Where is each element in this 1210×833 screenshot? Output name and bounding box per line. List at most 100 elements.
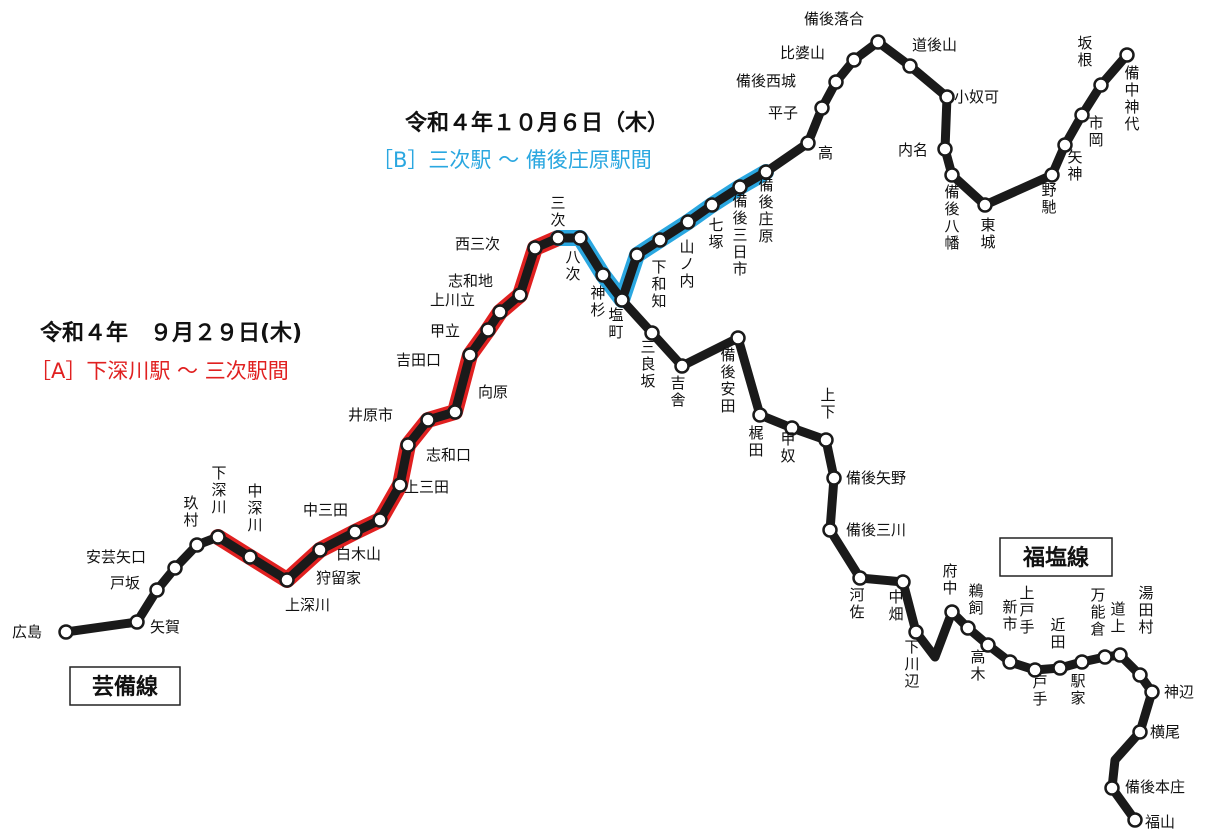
station-marker [937,141,953,157]
station-marker [980,637,996,653]
station-marker [908,624,924,640]
station-ichioka: 市岡 [1088,114,1103,149]
station-marker [189,537,205,553]
station-nakamita: 中三田 [303,501,348,519]
station-mukaihara: 向原 [478,383,508,401]
station-ekiya: 駅家 [1070,672,1085,707]
section-b-label: ［B］三次駅 ～ 備後庄原駅間 [372,148,652,172]
station-joge: 上下 [820,386,835,421]
station-marker [977,197,993,213]
station-marker [828,74,844,90]
station-marker [752,407,768,423]
station-marker [1002,654,1018,670]
geibi-line-name: 芸備線 [92,674,158,700]
station-marker [242,549,258,565]
station-kajita: 梶田 [748,424,763,459]
station-marker [822,522,838,538]
station-kamifukawa: 上深川 [285,596,330,614]
station-marker [447,404,463,420]
station-marker [595,267,611,283]
station-marker [1074,107,1090,123]
station-kannabe: 神辺 [1164,683,1194,701]
station-marker [895,574,911,590]
station-marker [550,230,566,246]
station-shimofukawa: 下深川 [211,464,226,516]
station-marker [852,570,868,586]
station-marker [512,287,528,303]
station-marker [1074,654,1090,670]
station-marker [846,52,862,68]
station-marker [870,34,886,50]
station-karuga: 狩留家 [316,569,361,587]
station-marker [674,358,690,374]
station-bingo-mikkaichi: 備後三日市 [732,192,747,278]
station-marker [644,325,660,341]
station-marker [680,214,696,230]
station-michinoue: 道上 [1110,600,1125,635]
station-marker [902,58,918,74]
station-nakafukawa: 中深川 [247,482,262,534]
station-marker [1104,780,1120,796]
station-kounu: 甲奴 [780,430,795,465]
station-marker [1127,812,1143,828]
station-marker [732,179,748,195]
station-marker [400,437,416,453]
section-b-date: 令和４年１０月６日（木） [405,110,669,136]
station-marker [939,89,955,105]
station-marker [800,135,816,151]
station-marker [462,347,478,363]
station-yudamura: 湯田村 [1138,584,1153,636]
section-a-date: 令和４年 ９月２９日(木) [40,320,302,346]
station-shiwaji: 志和地 [448,272,493,290]
station-kamitode: 上戸手 [1019,584,1034,636]
station-marker [480,322,496,338]
station-marker [129,614,145,630]
station-bicchu-kojiro: 備中神代 [1124,64,1139,133]
station-shiomachi: 塩町 [608,306,623,341]
station-fukuyama: 福山 [1145,813,1175,831]
station-nochi: 野馳 [1041,181,1056,216]
station-dogoyama: 道後山 [912,36,957,54]
station-bingo-yawata: 備後八幡 [944,183,959,252]
station-bingo-honjo: 備後本庄 [1125,778,1185,796]
station-marker [1119,47,1135,63]
station-marker [1093,77,1109,93]
station-marker [372,512,388,528]
station-koudachi: 甲立 [430,322,460,340]
station-marker [312,542,328,558]
geibi-line-east [617,37,1132,305]
station-uchina: 内名 [898,141,928,159]
station-marker [1112,647,1128,663]
station-nakabatake: 中畑 [888,588,903,623]
station-marker [1052,660,1068,676]
station-shinichi: 新市 [1002,598,1017,633]
station-marker [730,330,746,346]
geibi-line-box [69,666,181,706]
station-shimowachi: 下和知 [651,258,666,310]
station-shiwaguchi: 志和口 [426,446,471,464]
station-kamikawadachi: 上川立 [430,291,475,309]
station-marker [944,167,960,183]
station-marker [1044,167,1060,183]
station-oyoka: 小奴可 [954,88,999,106]
station-tojo: 東城 [980,216,995,251]
station-hirako: 平子 [768,104,798,122]
fukuen-line-box [999,537,1113,577]
station-nishimiyoshi: 西三次 [455,235,500,253]
station-marker [614,292,630,308]
station-marker [58,624,74,640]
station-yaga: 矢賀 [150,618,180,636]
station-kamimita: 上三田 [404,478,449,496]
station-iharaichi: 井原市 [348,406,393,424]
station-marker [784,420,800,436]
station-aki-yaguchi: 安芸矢口 [86,548,146,566]
station-hiroshima: 広島 [12,623,42,641]
station-shimokawabe: 下川辺 [904,638,919,690]
station-marker [420,412,436,428]
station-yoshidaguchi: 吉田口 [396,351,441,369]
station-taka: 高 [818,144,833,162]
station-miyoshi: 三次 [550,194,565,229]
